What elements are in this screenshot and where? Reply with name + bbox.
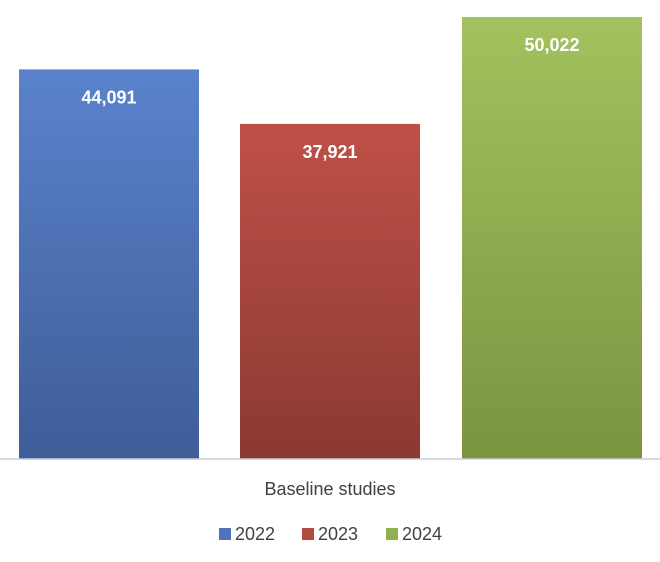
legend: 2022 2023 2024 [219, 524, 442, 544]
bars-group: 44,091 37,921 50,022 [19, 17, 642, 460]
legend-label-2023: 2023 [318, 524, 358, 544]
bar-2023 [240, 123, 420, 460]
data-label-2023: 37,921 [302, 142, 357, 162]
legend-swatch-2023 [302, 528, 314, 540]
bar-2022 [19, 69, 199, 459]
data-label-2022: 44,091 [81, 87, 136, 107]
data-label-2024: 50,022 [524, 35, 579, 55]
bar-2024 [462, 17, 642, 459]
category-label: Baseline studies [264, 479, 395, 499]
legend-swatch-2024 [386, 528, 398, 540]
legend-swatch-2022 [219, 528, 231, 540]
legend-label-2022: 2022 [235, 524, 275, 544]
legend-label-2024: 2024 [402, 524, 442, 544]
